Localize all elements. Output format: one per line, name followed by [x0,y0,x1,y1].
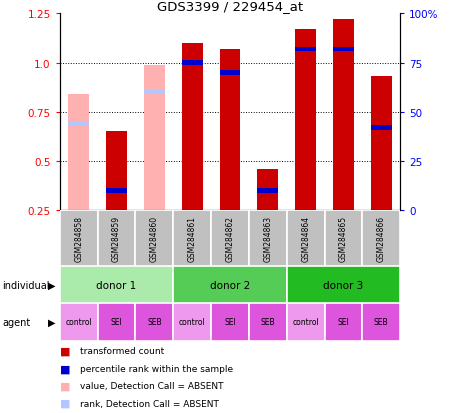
Text: GSM284863: GSM284863 [263,216,272,261]
Bar [68,122,89,126]
Bar [286,266,399,304]
Bar [248,211,286,266]
Text: ■: ■ [60,398,70,408]
Text: ▶: ▶ [48,317,56,327]
Bar [135,304,173,341]
Text: donor 1: donor 1 [96,280,136,290]
Bar [97,211,135,266]
Text: control: control [179,318,205,327]
Bar [362,211,399,266]
Bar [60,266,173,304]
Bar [219,50,240,211]
Text: GSM284859: GSM284859 [112,216,121,261]
Text: GSM284862: GSM284862 [225,216,234,261]
Bar [324,304,362,341]
Bar [173,266,286,304]
Bar [257,189,278,193]
Bar [211,304,248,341]
Title: GDS3399 / 229454_at: GDS3399 / 229454_at [157,0,302,13]
Text: agent: agent [2,317,30,327]
Text: ■: ■ [60,363,70,373]
Bar [106,189,127,193]
Bar [173,304,211,341]
Bar [370,77,391,211]
Text: SEI: SEI [337,318,348,327]
Bar [332,47,353,52]
Bar [181,62,202,66]
Text: SEI: SEI [224,318,235,327]
Text: GSM284861: GSM284861 [187,216,196,261]
Text: GSM284864: GSM284864 [301,216,309,261]
Text: GSM284866: GSM284866 [376,216,385,261]
Bar [295,30,315,211]
Bar [286,304,324,341]
Bar [135,211,173,266]
Bar [60,211,97,266]
Text: SEB: SEB [260,318,274,327]
Bar [370,126,391,131]
Text: SEI: SEI [111,318,122,327]
Text: percentile rank within the sample: percentile rank within the sample [80,364,233,373]
Bar [68,95,89,211]
Bar [211,211,248,266]
Bar [106,132,127,211]
Text: GSM284858: GSM284858 [74,216,83,261]
Bar [295,47,315,52]
Text: ▶: ▶ [48,280,56,290]
Text: individual: individual [2,280,50,290]
Bar [144,65,164,211]
Text: ■: ■ [60,381,70,391]
Bar [362,304,399,341]
Text: ■: ■ [60,346,70,356]
Text: donor 3: donor 3 [323,280,363,290]
Bar [60,304,97,341]
Text: value, Detection Call = ABSENT: value, Detection Call = ABSENT [80,381,224,390]
Bar [332,20,353,211]
Bar [181,44,202,211]
Bar [173,211,211,266]
Bar [257,169,278,211]
Bar [97,304,135,341]
Bar [144,91,164,95]
Text: GSM284860: GSM284860 [150,216,158,261]
Text: transformed count: transformed count [80,347,164,356]
Text: rank, Detection Call = ABSENT: rank, Detection Call = ABSENT [80,399,219,408]
Bar [219,71,240,76]
Text: SEB: SEB [373,318,388,327]
Text: control: control [291,318,319,327]
Text: donor 2: donor 2 [209,280,250,290]
Bar [248,304,286,341]
Text: SEB: SEB [147,318,161,327]
Text: GSM284865: GSM284865 [338,216,347,261]
Bar [324,211,362,266]
Bar [286,211,324,266]
Text: control: control [65,318,92,327]
